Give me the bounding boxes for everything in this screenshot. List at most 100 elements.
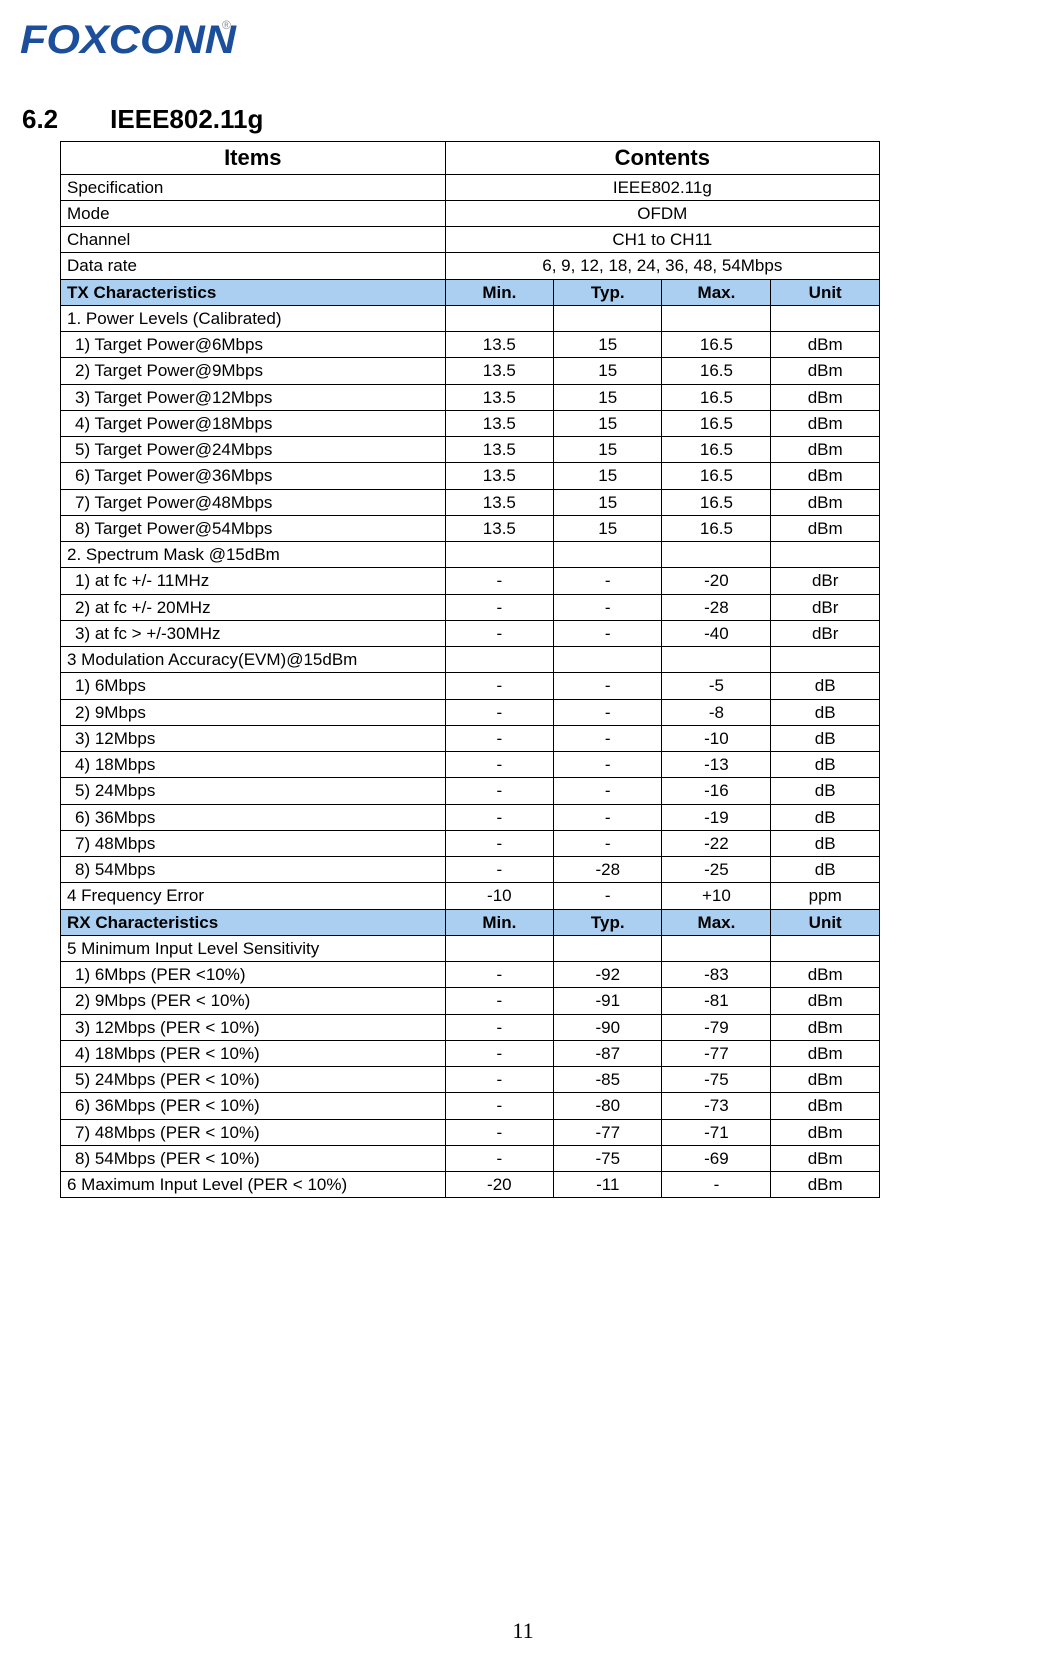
info-label: Mode bbox=[61, 200, 446, 226]
data-row: 8) 54Mbps (PER < 10%)--75-69dBm bbox=[61, 1145, 880, 1171]
data-row: 5) Target Power@24Mbps13.51516.5dBm bbox=[61, 437, 880, 463]
row-label: 4) Target Power@18Mbps bbox=[61, 410, 446, 436]
section-header-title: TX Characteristics bbox=[61, 279, 446, 305]
data-row: 8) Target Power@54Mbps13.51516.5dBm bbox=[61, 515, 880, 541]
cell-unit: ppm bbox=[771, 883, 880, 909]
cell-unit bbox=[771, 542, 880, 568]
group-row: 1. Power Levels (Calibrated) bbox=[61, 305, 880, 331]
cell-max: -40 bbox=[662, 620, 771, 646]
cell-min: - bbox=[445, 568, 553, 594]
header-unit: Unit bbox=[771, 279, 880, 305]
cell-typ: - bbox=[554, 594, 662, 620]
cell-max: -13 bbox=[662, 752, 771, 778]
cell-unit: dBr bbox=[771, 620, 880, 646]
data-row: 3) at fc > +/-30MHz---40dBr bbox=[61, 620, 880, 646]
page-number: 11 bbox=[0, 1618, 1046, 1644]
cell-unit: dBm bbox=[771, 988, 880, 1014]
cell-min: - bbox=[445, 857, 553, 883]
row-label: 4 Frequency Error bbox=[61, 883, 446, 909]
row-label: 6) 36Mbps (PER < 10%) bbox=[61, 1093, 446, 1119]
cell-unit: dB bbox=[771, 725, 880, 751]
row-label: 2) 9Mbps bbox=[61, 699, 446, 725]
cell-max: +10 bbox=[662, 883, 771, 909]
header-min: Min. bbox=[445, 909, 553, 935]
cell-max: -16 bbox=[662, 778, 771, 804]
cell-typ: - bbox=[554, 883, 662, 909]
info-row: ModeOFDM bbox=[61, 200, 880, 226]
cell-unit: dB bbox=[771, 778, 880, 804]
data-row: 1) 6Mbps (PER <10%)--92-83dBm bbox=[61, 962, 880, 988]
data-row: 1) 6Mbps---5dB bbox=[61, 673, 880, 699]
row-label: 1) at fc +/- 11MHz bbox=[61, 568, 446, 594]
cell-unit: dB bbox=[771, 830, 880, 856]
cell-typ bbox=[554, 542, 662, 568]
cell-unit: dBm bbox=[771, 384, 880, 410]
row-label: 2) Target Power@9Mbps bbox=[61, 358, 446, 384]
row-label: 8) 54Mbps bbox=[61, 857, 446, 883]
info-row: SpecificationIEEE802.11g bbox=[61, 174, 880, 200]
cell-unit: dBm bbox=[771, 1172, 880, 1198]
cell-unit: dB bbox=[771, 804, 880, 830]
group-label: 5 Minimum Input Level Sensitivity bbox=[61, 935, 446, 961]
cell-min: -20 bbox=[445, 1172, 553, 1198]
cell-min: - bbox=[445, 1093, 553, 1119]
cell-min bbox=[445, 305, 553, 331]
info-value: CH1 to CH11 bbox=[445, 227, 879, 253]
info-label: Data rate bbox=[61, 253, 446, 279]
row-label: 8) 54Mbps (PER < 10%) bbox=[61, 1145, 446, 1171]
row-label: 6) 36Mbps bbox=[61, 804, 446, 830]
cell-unit: dB bbox=[771, 673, 880, 699]
cell-min: - bbox=[445, 830, 553, 856]
cell-unit: dBr bbox=[771, 594, 880, 620]
group-label: 3 Modulation Accuracy(EVM)@15dBm bbox=[61, 647, 446, 673]
cell-min: - bbox=[445, 1119, 553, 1145]
cell-min: 13.5 bbox=[445, 332, 553, 358]
data-row: 4) 18Mbps (PER < 10%)--87-77dBm bbox=[61, 1040, 880, 1066]
cell-typ: - bbox=[554, 673, 662, 699]
cell-typ: 15 bbox=[554, 384, 662, 410]
cell-max: 16.5 bbox=[662, 437, 771, 463]
cell-max: 16.5 bbox=[662, 515, 771, 541]
cell-min: - bbox=[445, 804, 553, 830]
info-label: Channel bbox=[61, 227, 446, 253]
data-row: 6) Target Power@36Mbps13.51516.5dBm bbox=[61, 463, 880, 489]
row-label: 6) Target Power@36Mbps bbox=[61, 463, 446, 489]
cell-unit: dBm bbox=[771, 332, 880, 358]
row-label: 2) 9Mbps (PER < 10%) bbox=[61, 988, 446, 1014]
cell-unit bbox=[771, 305, 880, 331]
data-row: 7) Target Power@48Mbps13.51516.5dBm bbox=[61, 489, 880, 515]
cell-min: - bbox=[445, 620, 553, 646]
cell-min: - bbox=[445, 988, 553, 1014]
cell-unit: dBm bbox=[771, 1067, 880, 1093]
cell-max bbox=[662, 542, 771, 568]
cell-min: - bbox=[445, 594, 553, 620]
cell-typ: - bbox=[554, 725, 662, 751]
group-label: 2. Spectrum Mask @15dBm bbox=[61, 542, 446, 568]
cell-typ bbox=[554, 935, 662, 961]
cell-min: 13.5 bbox=[445, 489, 553, 515]
cell-min: - bbox=[445, 1145, 553, 1171]
row-label: 2) at fc +/- 20MHz bbox=[61, 594, 446, 620]
section-title: 6.2 IEEE802.11g bbox=[20, 104, 1016, 135]
data-row: 3) Target Power@12Mbps13.51516.5dBm bbox=[61, 384, 880, 410]
data-row: 4) 18Mbps---13dB bbox=[61, 752, 880, 778]
row-label: 1) 6Mbps (PER <10%) bbox=[61, 962, 446, 988]
cell-typ: -92 bbox=[554, 962, 662, 988]
info-row: Data rate6, 9, 12, 18, 24, 36, 48, 54Mbp… bbox=[61, 253, 880, 279]
cell-typ: -75 bbox=[554, 1145, 662, 1171]
row-label: 7) 48Mbps bbox=[61, 830, 446, 856]
cell-typ: -85 bbox=[554, 1067, 662, 1093]
data-row: 3) 12Mbps (PER < 10%)--90-79dBm bbox=[61, 1014, 880, 1040]
cell-typ: - bbox=[554, 620, 662, 646]
cell-max: -25 bbox=[662, 857, 771, 883]
cell-min bbox=[445, 935, 553, 961]
cell-typ: - bbox=[554, 778, 662, 804]
cell-typ: -80 bbox=[554, 1093, 662, 1119]
cell-unit bbox=[771, 647, 880, 673]
data-row: 5) 24Mbps (PER < 10%)--85-75dBm bbox=[61, 1067, 880, 1093]
cell-min bbox=[445, 647, 553, 673]
spec-table: ItemsContentsSpecificationIEEE802.11gMod… bbox=[60, 141, 880, 1198]
data-row: 3) 12Mbps---10dB bbox=[61, 725, 880, 751]
info-value: IEEE802.11g bbox=[445, 174, 879, 200]
data-row: 2) Target Power@9Mbps13.51516.5dBm bbox=[61, 358, 880, 384]
